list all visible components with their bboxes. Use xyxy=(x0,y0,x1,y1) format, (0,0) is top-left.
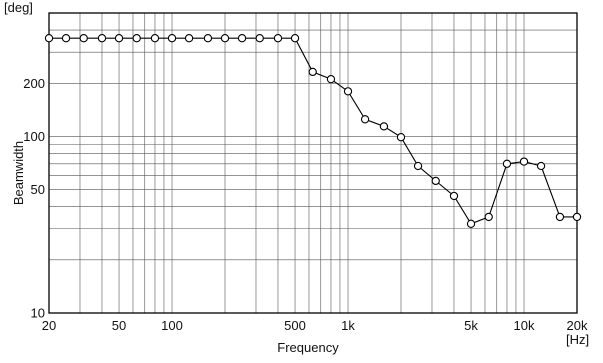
grid xyxy=(49,13,577,313)
plot-frame xyxy=(48,12,578,314)
x-tick-label: 500 xyxy=(284,318,306,333)
x-tick-label: 100 xyxy=(161,318,183,333)
data-point xyxy=(97,34,107,43)
data-point xyxy=(326,75,336,84)
data-point xyxy=(572,212,582,222)
data-point xyxy=(360,115,370,124)
data-point xyxy=(379,122,389,131)
data-point xyxy=(484,212,493,222)
data-point xyxy=(466,219,476,228)
y-tick-label: 100 xyxy=(23,129,45,144)
data-point xyxy=(519,157,529,166)
data-point xyxy=(449,191,459,201)
series-line xyxy=(49,37,577,225)
data-point xyxy=(396,133,406,142)
data-point xyxy=(167,34,177,43)
x-tick-labels: 20 50 100 500 1k 5k 10k 20k xyxy=(42,318,588,333)
y-axis-title: Beamwidth xyxy=(11,141,26,205)
y-tick-label: 50 xyxy=(31,182,45,197)
data-point xyxy=(308,67,317,77)
y-tick-label: 10 xyxy=(31,306,45,321)
data-point xyxy=(203,34,213,43)
x-axis-title: Frequency xyxy=(277,340,339,355)
data-point xyxy=(132,34,141,43)
data-point xyxy=(290,34,300,43)
x-tick-label: 50 xyxy=(112,318,126,333)
data-point xyxy=(431,176,440,186)
data-point xyxy=(502,159,512,168)
data-point xyxy=(536,161,546,171)
x-tick-label: 20 xyxy=(42,318,56,333)
x-unit-label: [Hz] xyxy=(566,332,589,347)
data-point xyxy=(61,34,71,43)
x-tick-label: 20k xyxy=(567,318,588,333)
data-point xyxy=(255,34,264,43)
data-point xyxy=(114,34,124,43)
data-point xyxy=(237,34,247,43)
data-point xyxy=(343,87,353,96)
data-point xyxy=(220,34,230,43)
data-point xyxy=(44,34,54,43)
x-tick-label: 5k xyxy=(464,318,478,333)
series-layer xyxy=(44,34,582,228)
data-point xyxy=(184,34,194,43)
x-tick-label: 1k xyxy=(341,318,355,333)
x-tick-label: 10k xyxy=(514,318,535,333)
data-point xyxy=(555,212,565,222)
y-tick-label: 200 xyxy=(23,76,45,91)
data-point xyxy=(413,161,423,171)
data-point xyxy=(79,34,88,43)
data-point xyxy=(150,34,160,43)
y-unit-label: [deg] xyxy=(4,0,33,15)
data-point xyxy=(273,34,283,43)
y-tick-labels: 10 50 100 200 xyxy=(23,76,45,321)
